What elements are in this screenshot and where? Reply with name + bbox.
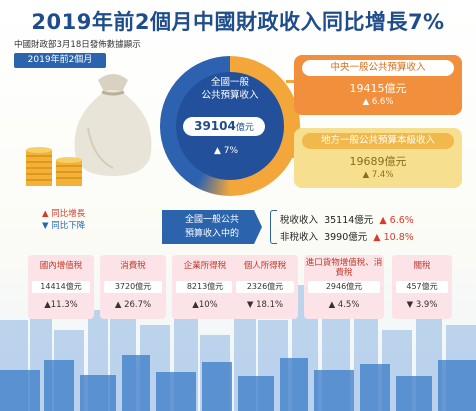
tax-card-personal-income: 個人所得稅 2326億元 ▼ 18.1%: [232, 255, 298, 319]
local-revenue-change: ▲ 7.4%: [362, 170, 394, 180]
coin-stack-icon: [26, 147, 82, 186]
connector-local: [286, 155, 296, 158]
tax-revenue-row: 稅收收入 35114億元 ▲ 6.6%: [280, 215, 414, 226]
legend-up: ▲ 同比增長: [42, 209, 86, 219]
city-skyline-image: [0, 285, 476, 411]
tax-card-domestic-vat: 國內增值稅 14414億元 ▲11.3%: [28, 255, 94, 319]
connector-central: [286, 80, 296, 83]
local-revenue-value: 19689億元: [349, 155, 407, 168]
central-revenue-change: ▲ 6.6%: [362, 97, 394, 107]
central-revenue-value: 19415億元: [349, 82, 407, 95]
local-revenue-label: 地方一般公共預算本級收入: [302, 133, 454, 149]
tax-card-corporate-income: 企業所得稅 8213億元 ▲10%: [172, 255, 238, 319]
tax-card-consumption: 消費稅 3720億元 ▲ 26.7%: [100, 255, 166, 319]
period-badge: 2019年前2個月: [14, 53, 106, 68]
composition-brace: [270, 210, 277, 244]
legend: ▲ 同比增長 ▼ 同比下降: [42, 208, 85, 232]
total-revenue-label: 全國一般 公共預算收入: [201, 77, 259, 101]
non-tax-revenue-row: 非稅收入 3990億元 ▲ 10.8%: [280, 232, 414, 243]
page-title: 2019年前2個月中國財政收入同比增長7%: [31, 10, 445, 34]
local-revenue-box: 地方一般公共預算本級收入 19689億元 ▲ 7.4%: [294, 128, 462, 188]
tax-card-customs: 關稅 457億元 ▼ 3.9%: [392, 255, 452, 319]
legend-down: ▼ 同比下降: [42, 221, 86, 231]
source-note: 中國財政部3月18日發佈數據顯示: [14, 40, 141, 50]
total-revenue-value: 39104億元: [183, 117, 265, 136]
money-bag-icon: [74, 74, 152, 176]
tax-card-import-vat: 進口貨物增值稅、消費稅 2946億元 ▲ 4.5%: [304, 255, 384, 319]
central-revenue-label: 中央一般公共預算收入: [302, 60, 454, 76]
composition-label: 全國一般公共 預算收入中的: [162, 210, 262, 244]
total-revenue-change: ▲ 7%: [213, 146, 239, 156]
central-revenue-box: 中央一般公共預算收入 19415億元 ▲ 6.6%: [294, 55, 462, 115]
